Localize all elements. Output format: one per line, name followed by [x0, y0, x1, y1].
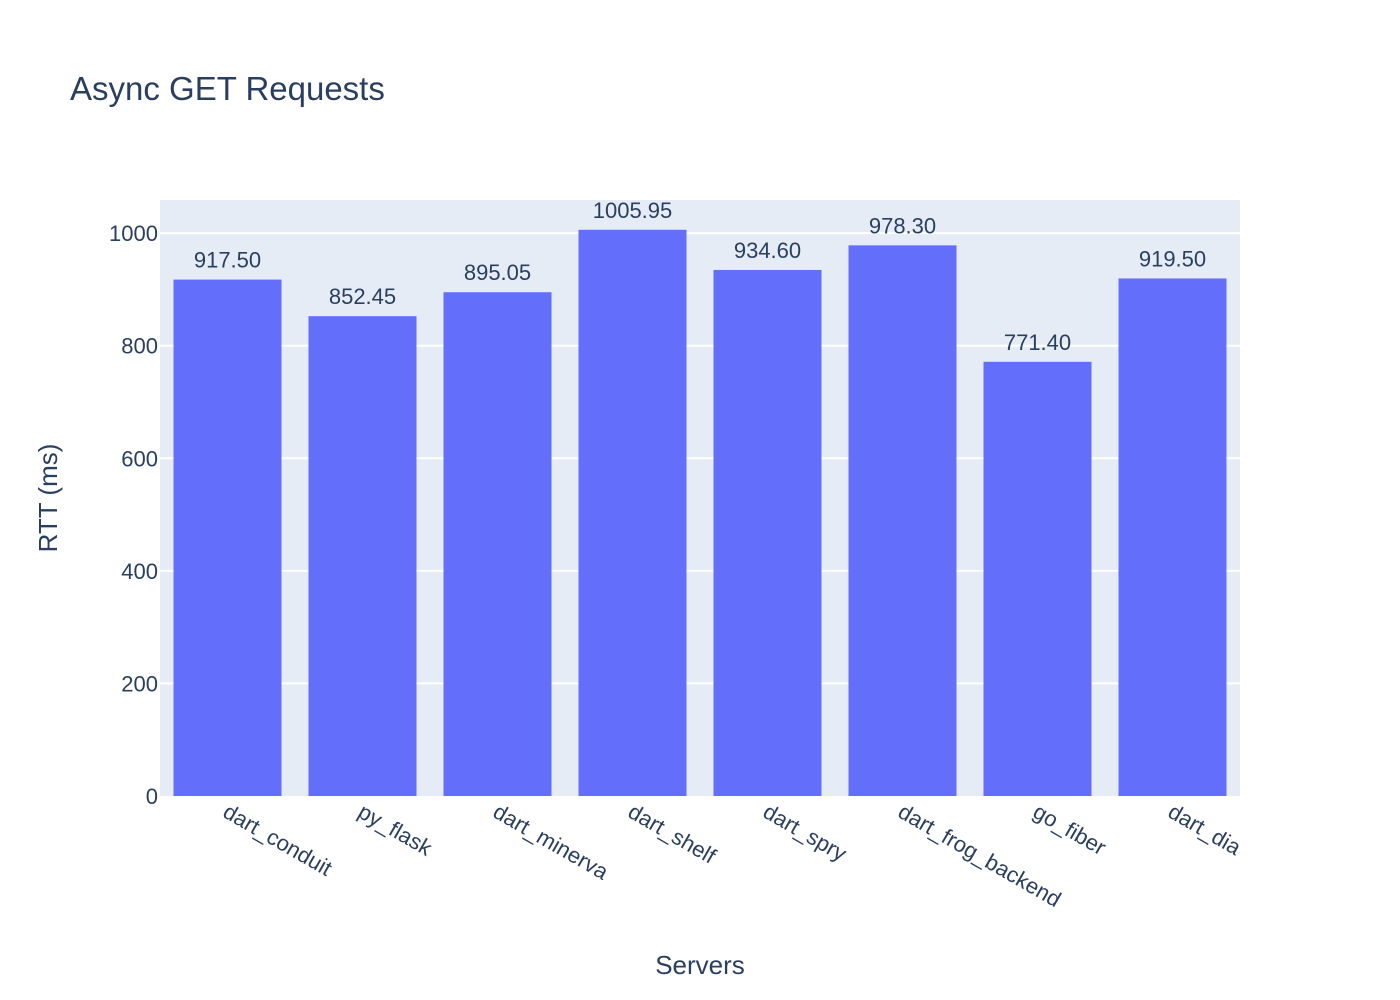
x-tick-label: go_fiber — [1029, 799, 1110, 860]
x-tick-label: dart_minerva — [489, 799, 613, 885]
x-tick-label: dart_dia — [1164, 799, 1246, 861]
bar-dart_spry — [713, 269, 822, 796]
chart-title: Async GET Requests — [70, 70, 385, 107]
bar-dart_shelf — [578, 229, 687, 797]
bar-dart_dia — [1118, 278, 1227, 796]
y-axis-title: RTT (ms) — [33, 444, 63, 553]
x-tick-label: dart_conduit — [219, 799, 336, 881]
x-axis-ticks: dart_conduit py_flask dart_minerva dart_she… — [219, 799, 1246, 912]
bar-dart_frog_backend — [848, 245, 957, 796]
data-label: 1005.95 — [593, 198, 673, 223]
data-label: 771.40 — [1004, 330, 1071, 355]
y-tick-label: 600 — [121, 446, 158, 471]
x-tick-label: py_flask — [354, 799, 437, 862]
y-tick-label: 400 — [121, 559, 158, 584]
data-label: 895.05 — [464, 260, 531, 285]
y-tick-label: 0 — [146, 784, 158, 809]
x-tick-label: dart_spry — [759, 799, 851, 867]
x-axis-title: Servers — [655, 950, 745, 980]
data-label: 934.60 — [734, 238, 801, 263]
bar-py_flask — [308, 316, 417, 796]
data-labels: 917.50 852.45 895.05 1005.95 934.60 978.30 771… — [194, 198, 1206, 355]
y-tick-label: 800 — [121, 334, 158, 359]
data-label: 852.45 — [329, 284, 396, 309]
bar-dart_conduit — [173, 279, 282, 796]
y-axis-ticks: 0 200 400 600 800 1000 — [109, 221, 158, 809]
bar-dart_minerva — [443, 292, 552, 796]
data-label: 917.50 — [194, 248, 261, 273]
data-label: 978.30 — [869, 213, 936, 238]
x-tick-label: dart_shelf — [624, 799, 721, 869]
bars — [173, 229, 1227, 797]
y-tick-label: 1000 — [109, 221, 158, 246]
bar-go_fiber — [983, 361, 1092, 796]
y-tick-label: 200 — [121, 671, 158, 696]
data-label: 919.50 — [1139, 246, 1206, 271]
